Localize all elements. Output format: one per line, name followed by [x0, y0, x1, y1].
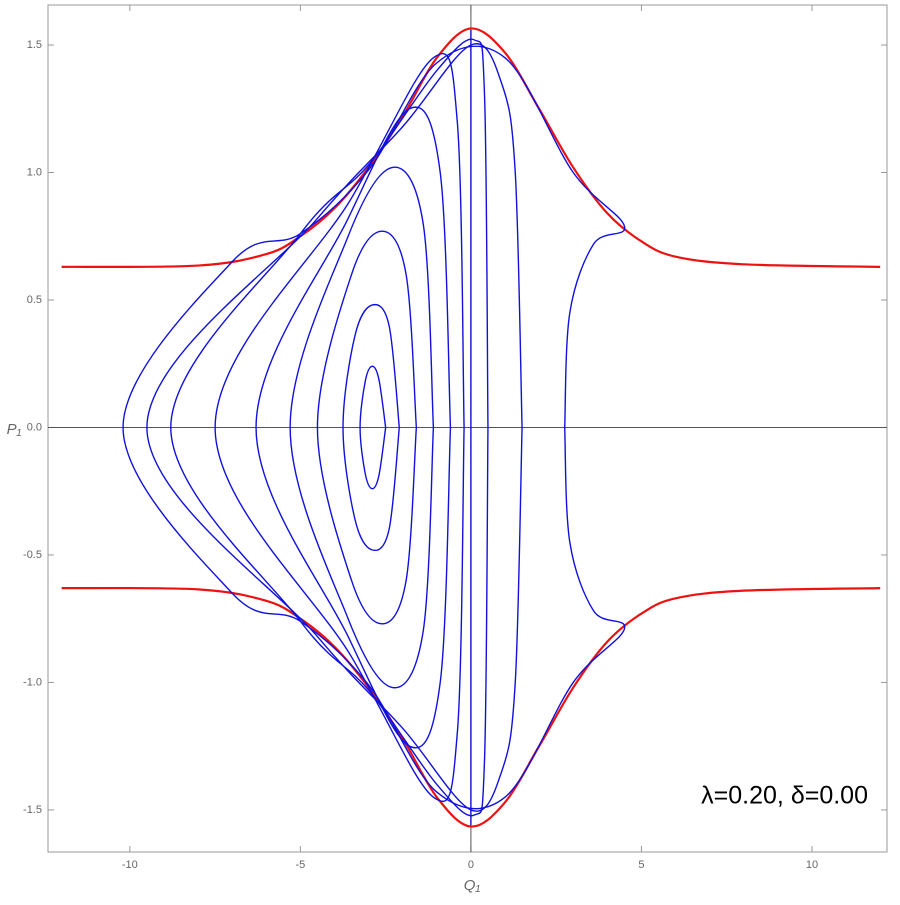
x-tick-label: 5	[638, 859, 644, 871]
curve	[316, 230, 418, 625]
y-axis-label: P₁	[7, 421, 22, 438]
y-tick-label: -1.0	[23, 676, 42, 688]
x-tick-label: -5	[295, 859, 305, 871]
curve	[170, 38, 489, 817]
x-tick-label: -10	[122, 859, 138, 871]
curve	[342, 303, 400, 552]
annotation: λ=0.20, δ=0.00	[701, 782, 868, 810]
frame	[47, 4, 888, 853]
x-tick-label: 0	[468, 859, 474, 871]
y-tick-label: 1.0	[27, 166, 42, 178]
curve	[61, 27, 881, 269]
curve	[61, 586, 881, 828]
curve	[255, 106, 452, 749]
curve	[122, 45, 626, 810]
curve	[146, 43, 523, 812]
y-tick-label: -0.5	[23, 549, 42, 561]
x-axis-label: Q₁	[464, 877, 481, 894]
curve	[289, 166, 435, 689]
y-tick-label: 0.0	[27, 421, 42, 433]
y-tick-label: 1.5	[27, 39, 42, 51]
y-tick-label: 0.5	[27, 294, 42, 306]
x-tick-label: 10	[806, 859, 818, 871]
y-tick-label: -1.5	[23, 804, 42, 816]
curve	[359, 365, 387, 490]
curve	[214, 52, 465, 803]
